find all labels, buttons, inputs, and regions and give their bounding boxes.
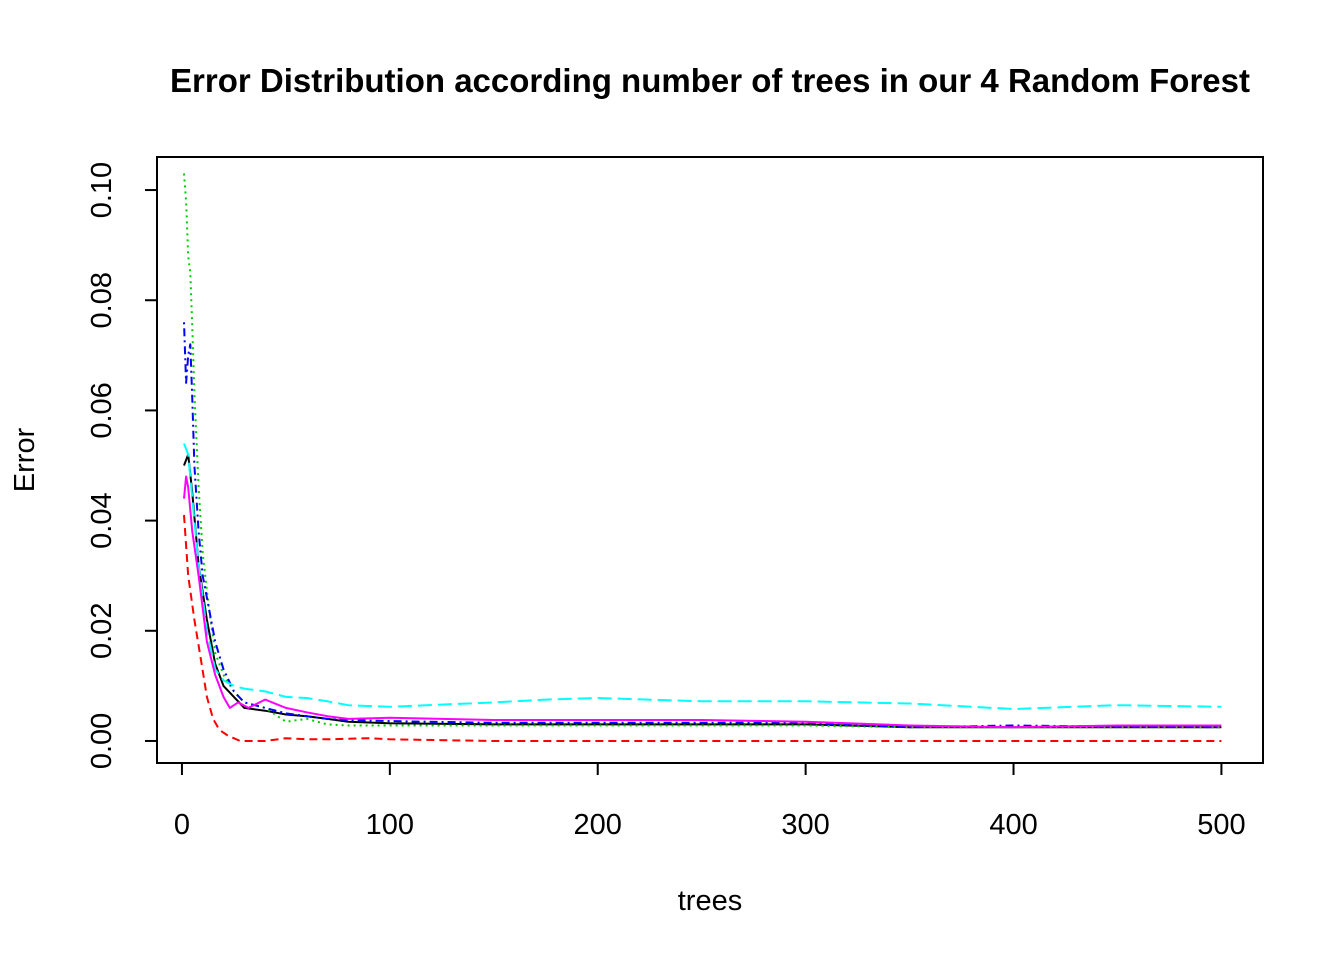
x-axis-label: trees (678, 885, 742, 917)
chart-title: Error Distribution according number of t… (170, 62, 1250, 99)
y-tick-label: 0.02 (86, 603, 118, 659)
series-line-1 (183, 453, 1222, 729)
series-line-4 (183, 322, 1222, 729)
series-layer (183, 173, 1222, 742)
series-line-6 (183, 475, 1222, 729)
y-tick-label: 0.06 (86, 382, 118, 438)
x-tick-label: 100 (366, 809, 414, 841)
x-axis: 0 100 200 300 400 500 (174, 762, 1246, 841)
series-line-3 (183, 173, 1222, 729)
plot-frame (156, 156, 1264, 764)
y-tick-label: 0.04 (86, 492, 118, 548)
x-tick-label: 200 (574, 809, 622, 841)
y-axis: 0.00 0.02 0.04 0.06 0.08 0.10 (86, 162, 158, 769)
y-tick-label: 0.10 (86, 162, 118, 218)
x-tick-label: 0 (174, 809, 190, 841)
y-tick-label: 0.08 (86, 272, 118, 328)
series-line-5 (183, 443, 1222, 710)
x-tick-label: 400 (989, 809, 1037, 841)
series-line-2 (183, 515, 1222, 742)
x-tick-label: 300 (781, 809, 829, 841)
y-tick-label: 0.00 (86, 713, 118, 769)
x-tick-label: 500 (1197, 809, 1245, 841)
y-axis-label: Error (9, 427, 41, 492)
